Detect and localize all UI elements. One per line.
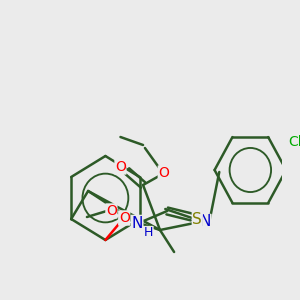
- Text: O: O: [106, 204, 117, 218]
- Text: O: O: [158, 166, 169, 180]
- Text: O: O: [119, 211, 130, 225]
- Text: S: S: [192, 212, 202, 226]
- Text: Cl: Cl: [289, 135, 300, 149]
- Text: N: N: [200, 214, 211, 230]
- Text: N: N: [131, 215, 143, 230]
- Text: O: O: [115, 160, 126, 174]
- Text: H: H: [144, 226, 153, 239]
